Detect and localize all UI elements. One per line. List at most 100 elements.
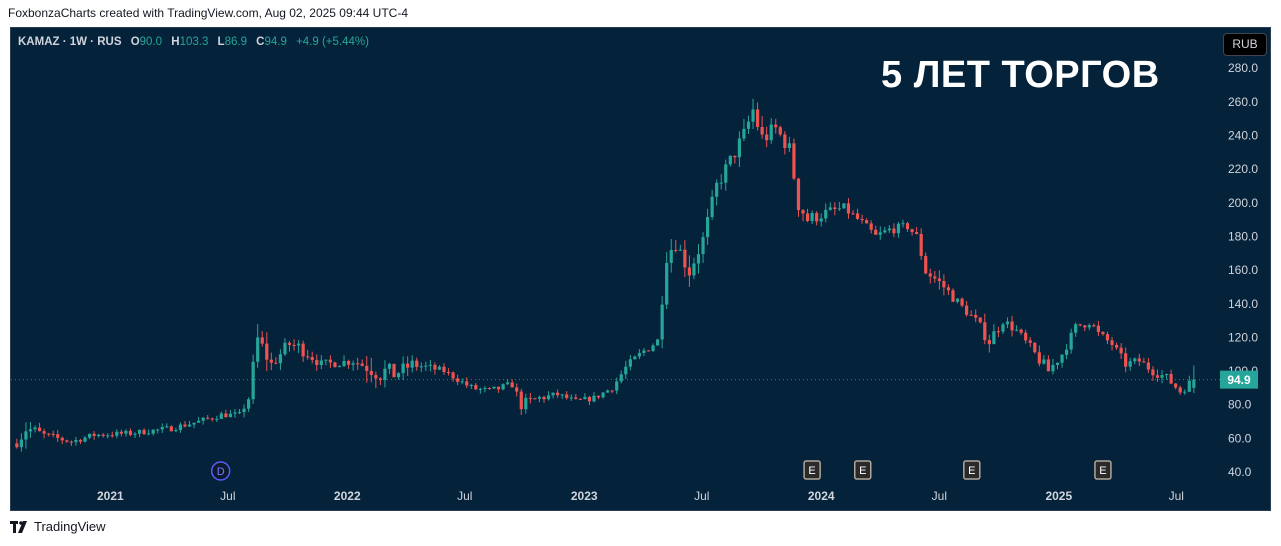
y-tick-label: 140.0 [1228, 297, 1258, 311]
candle-body [1083, 325, 1087, 328]
candle-body [124, 430, 128, 434]
candle-body [437, 366, 442, 370]
candle-body [696, 254, 701, 264]
candle-body [1037, 352, 1041, 364]
candle-body [1069, 332, 1073, 350]
candle-body [369, 370, 373, 376]
candle-body [919, 233, 923, 256]
x-tick-label: Jul [694, 489, 709, 503]
candle-body [646, 350, 651, 352]
candle-body [624, 366, 628, 375]
candle-body [469, 385, 473, 387]
candle-body [892, 228, 896, 234]
earnings-marker-label: E [859, 465, 866, 477]
x-tick-label: Jul [457, 489, 472, 503]
candle-body [296, 343, 301, 346]
candle-body [156, 429, 160, 431]
candle-body [701, 237, 705, 255]
candle-body [1119, 347, 1123, 354]
high-label: H [171, 36, 180, 48]
candle-body [378, 378, 382, 381]
candle-body [465, 381, 469, 386]
price-chart[interactable]: 40.060.080.0100.0120.0140.0160.0180.0200… [11, 28, 1271, 511]
candle-body [805, 213, 810, 222]
x-tick-label: Jul [1169, 489, 1184, 503]
candle-body [1192, 379, 1196, 388]
candle-body [842, 203, 846, 209]
candle-body [642, 350, 646, 354]
candle-body [74, 440, 78, 443]
candle-body [283, 342, 287, 355]
candle-body [110, 435, 114, 437]
candle-body [1174, 383, 1178, 388]
candle-body [796, 178, 801, 211]
candle-body [324, 359, 328, 361]
candle-body [160, 427, 164, 430]
candle-body [515, 387, 519, 392]
candle-body [265, 343, 269, 360]
candle-body [792, 143, 796, 179]
earnings-marker [1094, 460, 1112, 480]
candle-body [192, 422, 196, 425]
candle-body [787, 143, 791, 149]
candle-body [128, 430, 133, 435]
candle-body [1137, 358, 1141, 362]
tradingview-logo-icon [10, 520, 27, 533]
candle-body [933, 276, 937, 279]
candle-body [396, 373, 401, 378]
candle-body [769, 124, 773, 141]
candle-body [69, 441, 73, 443]
candle-body [37, 427, 42, 432]
last-price-label: 94.9 [1227, 373, 1251, 387]
candle-body [1160, 375, 1164, 378]
candle-body [774, 124, 778, 128]
last-price-tag [1220, 370, 1258, 389]
x-tick-label: 2025 [1045, 489, 1072, 503]
candle-body [442, 366, 446, 373]
candle-body [1024, 332, 1028, 341]
candle-body [1183, 391, 1187, 393]
chart-panel[interactable]: 40.060.080.0100.0120.0140.0160.0180.0200… [10, 27, 1271, 511]
candle-body [924, 255, 928, 274]
candle-body [678, 249, 682, 251]
candle-body [1151, 369, 1155, 376]
candle-body [247, 399, 251, 409]
candle-body [306, 356, 310, 358]
candle-body [92, 433, 96, 436]
candle-body [578, 398, 582, 400]
candle-body [655, 339, 660, 346]
candle-body [987, 340, 991, 345]
low-label: L [217, 36, 225, 48]
candle-body [315, 359, 319, 366]
candle-body [901, 223, 905, 225]
candle-body [474, 385, 478, 390]
y-tick-label: 120.0 [1228, 330, 1258, 344]
close-label: C [256, 36, 265, 48]
candle-body [533, 398, 537, 400]
candle-body [33, 427, 37, 430]
candle-body [1105, 334, 1110, 341]
candle-body [360, 363, 364, 366]
candle-body [755, 109, 760, 128]
earnings-marker-label: E [1099, 465, 1106, 477]
candle-body [524, 397, 528, 410]
candle-body [106, 435, 110, 437]
candle-body [915, 232, 919, 234]
candle-body [1028, 340, 1032, 343]
candle-body [1114, 344, 1119, 348]
candle-body [78, 440, 83, 442]
candle-body [201, 417, 205, 421]
candle-body [751, 109, 755, 122]
candle-body [1051, 364, 1055, 372]
candle-body [969, 314, 973, 316]
candle-body [1046, 359, 1051, 372]
currency-button[interactable]: RUB [1223, 33, 1267, 56]
candle-body [487, 387, 492, 389]
candle-body [542, 396, 546, 400]
tradingview-footer[interactable]: TradingView [10, 519, 106, 534]
candle-body [433, 364, 437, 370]
candle-body [1033, 342, 1037, 353]
candle-body [606, 390, 610, 393]
candle-body [692, 263, 696, 276]
earnings-marker-label: E [808, 465, 815, 477]
